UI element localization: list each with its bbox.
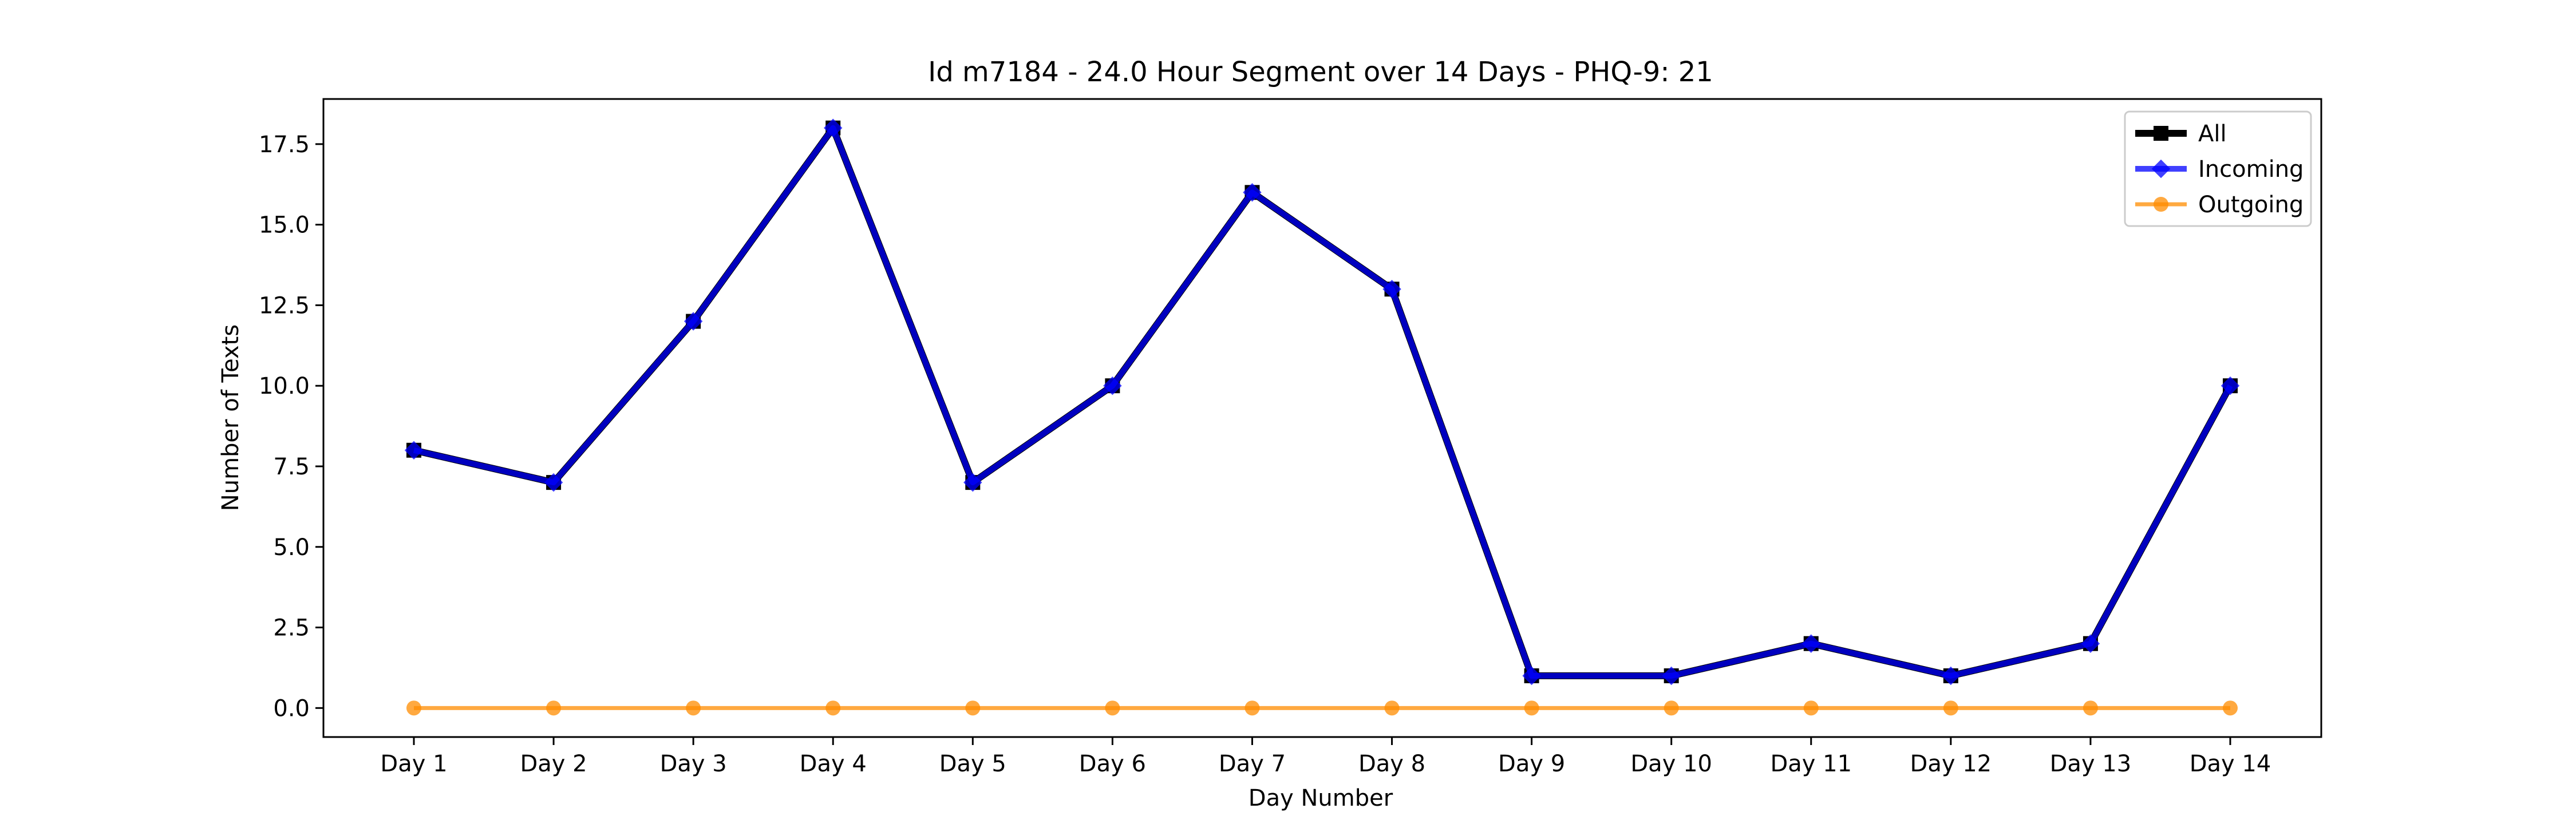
x-tick-label: Day 11	[1770, 751, 1852, 777]
data-point-outgoing	[686, 700, 701, 716]
data-point-incoming	[1382, 279, 1401, 299]
legend-box	[2124, 110, 2312, 227]
x-tick-label: Day 13	[2050, 751, 2132, 777]
chart-title: Id m7184 - 24.0 Hour Segment over 14 Day…	[928, 56, 1713, 88]
data-point-incoming	[683, 312, 703, 331]
legend-marker-incoming	[2151, 159, 2171, 179]
legend-label-incoming: Incoming	[2198, 156, 2304, 183]
data-point-outgoing	[1105, 700, 1120, 716]
data-point-outgoing	[1244, 700, 1260, 716]
x-tick-label: Day 5	[939, 751, 1006, 777]
data-point-incoming	[544, 473, 563, 492]
data-point-outgoing	[1524, 700, 1539, 716]
y-tick-label: 7.5	[273, 454, 310, 480]
legend: All Incoming Outgoing	[2124, 110, 2312, 227]
x-tick-label: Day 6	[1079, 751, 1146, 777]
data-point-outgoing	[2083, 700, 2098, 716]
data-point-outgoing	[825, 700, 841, 716]
series-line-incoming	[413, 125, 2233, 679]
data-point-incoming	[1941, 666, 1961, 686]
series-incoming	[404, 118, 2240, 686]
y-tick-label: 17.5	[259, 132, 310, 158]
y-tick-label: 12.5	[259, 292, 310, 319]
legend-label-outgoing: Outgoing	[2198, 192, 2304, 218]
data-point-incoming	[1522, 666, 1541, 686]
legend-marker-outgoing	[2154, 197, 2168, 212]
x-axis-label: Day Number	[1249, 785, 1393, 811]
x-tick-label: Day 2	[520, 751, 587, 777]
y-tick-label: 0.0	[273, 695, 310, 722]
data-point-incoming	[404, 441, 424, 460]
data-point-outgoing	[1943, 700, 1958, 716]
y-tick-label: 2.5	[273, 615, 310, 641]
data-point-incoming	[2081, 634, 2100, 653]
x-tick-label: Day 12	[1910, 751, 1992, 777]
data-point-incoming	[1103, 376, 1122, 395]
data-point-outgoing	[406, 700, 421, 716]
x-tick-label: Day 3	[660, 751, 727, 777]
data-point-incoming	[963, 473, 982, 492]
y-axis-label: Number of Texts	[218, 324, 244, 511]
data-point-incoming	[2221, 376, 2240, 395]
data-point-outgoing	[965, 700, 981, 716]
axis-ticks: Day 1 Day 2 Day 3 Day 4 Day 5 Day 6 Day 7 Day 8…	[259, 132, 2271, 777]
data-point-outgoing	[2223, 700, 2238, 716]
plot-frame	[322, 98, 2322, 738]
series-outgoing	[406, 700, 2238, 716]
data-point-incoming	[1243, 183, 1262, 202]
y-tick-label: 5.0	[273, 534, 310, 561]
y-tick-label: 10.0	[259, 373, 310, 399]
data-point-incoming	[823, 118, 843, 137]
x-tick-label: Day 14	[2190, 751, 2271, 777]
data-point-outgoing	[546, 700, 562, 716]
y-tick-label: 15.0	[259, 212, 310, 239]
legend-marker-all	[2154, 126, 2168, 141]
data-point-incoming	[1801, 634, 1821, 653]
x-tick-label: Day 9	[1498, 751, 1565, 777]
legend-label-all: All	[2198, 121, 2227, 147]
data-point-outgoing	[1664, 700, 1679, 716]
x-tick-label: Day 7	[1219, 751, 1286, 777]
data-point-outgoing	[1803, 700, 1819, 716]
x-tick-label: Day 4	[800, 751, 867, 777]
x-tick-label: Day 10	[1630, 751, 1712, 777]
series-group	[404, 118, 2240, 716]
x-tick-label: Day 8	[1358, 751, 1425, 777]
data-point-outgoing	[1384, 700, 1400, 716]
x-tick-label: Day 1	[380, 751, 447, 777]
data-point-incoming	[1662, 666, 1681, 686]
